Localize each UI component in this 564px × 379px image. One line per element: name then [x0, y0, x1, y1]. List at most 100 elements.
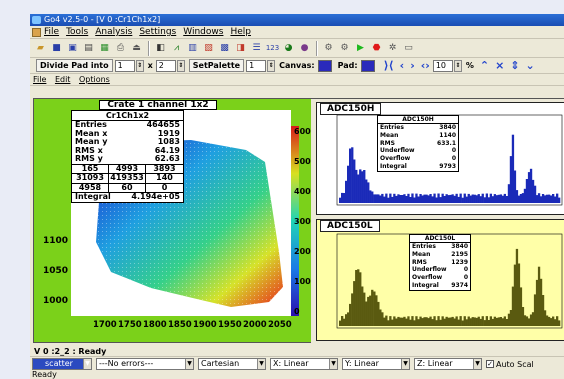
chart-icon[interactable]: ▧ — [204, 42, 213, 53]
coordinate-select[interactable]: Cartesian ▼ — [198, 358, 266, 370]
chevron-down-icon[interactable]: ▼ — [329, 359, 337, 369]
histogram-bin — [483, 320, 487, 326]
chevron-down-icon[interactable]: ▼ — [257, 359, 265, 369]
adc150h-pad[interactable]: ADC150H ADC150H Entries 3840 Mean 1140 RMS… — [316, 102, 564, 215]
stats-key: Mean — [380, 131, 399, 139]
updown-icon[interactable]: ⇕ — [510, 59, 520, 72]
list-icon[interactable]: ☰ — [252, 42, 261, 53]
main-toolbar: ▰ ■ ▣ ▤ ▦ ⎙ ⏏ ◧ ⩘ ▥ ▧ ▩ ◨ ☰ 123 ◕ ● ⚙ ⚙ … — [30, 39, 564, 58]
histogram-bin — [523, 315, 527, 326]
shape-icon[interactable]: ◕ — [284, 42, 293, 53]
histogram-bin — [485, 316, 489, 326]
histogram-bin — [373, 194, 376, 203]
histogram-bin — [383, 196, 386, 203]
histogram-bin — [403, 194, 406, 203]
palette-input[interactable]: 1 — [246, 59, 267, 72]
stats-key: RMS — [412, 258, 427, 266]
setpalette-button[interactable]: SetPalette — [188, 59, 245, 72]
histogram-bin — [339, 197, 342, 203]
menu-help[interactable]: Help — [230, 27, 251, 37]
y-scale-select[interactable]: Y: Linear ▼ — [342, 358, 410, 370]
chevron-down-icon[interactable]: ▼ — [185, 359, 193, 369]
histogram-bin — [411, 316, 414, 326]
dialog-icon[interactable]: ▭ — [404, 42, 413, 53]
hist-icon[interactable]: ◧ — [156, 42, 165, 53]
z-scale-select[interactable]: Z: Linear ▼ — [414, 358, 482, 370]
up-arrow-icon[interactable]: ⌃ — [479, 59, 490, 72]
divide-y-stepper[interactable]: ⇕ — [176, 59, 185, 72]
x-tick-label: 2000 — [243, 320, 267, 330]
pad-menu-file[interactable]: File — [33, 75, 47, 84]
view-canvas[interactable]: Crate 1 channel 1x2 Cr1Ch1x2 Entries 4646… — [33, 98, 564, 344]
divide-pad-button[interactable]: Divide Pad into — [36, 59, 113, 72]
stats-row: Integral 9793 — [378, 163, 458, 171]
save-icon[interactable]: ■ — [52, 42, 61, 53]
stop-icon[interactable]: ⬣ — [372, 42, 381, 53]
error-option-select[interactable]: ---No errors--- ▼ — [96, 358, 194, 370]
stats-value: 3840 — [439, 124, 456, 131]
pad-menu-options[interactable]: Options — [78, 75, 110, 84]
autoscale-checkbox[interactable]: ✓ — [486, 360, 494, 368]
go4-window: Go4 v2.5-0 - [V 0 :Cr1Ch1x2] File Tools … — [30, 14, 564, 379]
divide-x-input[interactable]: 1 — [114, 59, 135, 72]
stats-row: Overflow 0 — [378, 155, 458, 163]
histogram-bin — [367, 182, 370, 203]
menu-file[interactable]: File — [44, 27, 60, 37]
canvas-color-button[interactable] — [317, 59, 332, 72]
histogram-bin — [477, 194, 480, 203]
histogram-bin — [531, 179, 535, 203]
open-folder-icon[interactable]: ▰ — [37, 42, 44, 53]
browser-icon[interactable]: ▦ — [100, 42, 109, 53]
shrink-icon[interactable]: ⟩⟨ — [383, 59, 394, 72]
histogram-bin — [505, 196, 509, 203]
divide-x-stepper[interactable]: ⇕ — [135, 59, 144, 72]
analysis-config-icon[interactable]: ⚙ — [324, 42, 333, 53]
bars-icon[interactable]: ▥ — [188, 42, 197, 53]
zoom-input[interactable]: 10 — [432, 59, 453, 72]
menu-bar: File Tools Analysis Settings Windows Hel… — [30, 26, 564, 39]
chevron-down-icon[interactable]: ▼ — [83, 359, 91, 369]
pad-menu-edit[interactable]: Edit — [54, 75, 71, 84]
divide-y-input[interactable]: 2 — [155, 59, 176, 72]
down-arrow-icon[interactable]: ⌄ — [525, 59, 535, 72]
zoom-stepper[interactable]: ⇕ — [453, 59, 462, 72]
histogram-bin — [481, 316, 484, 326]
histogram-bin — [469, 195, 472, 203]
marker-icon[interactable]: ● — [300, 42, 309, 53]
left-arrow-icon[interactable]: ‹ — [399, 59, 405, 72]
pad-color-button[interactable] — [360, 59, 375, 72]
menu-windows[interactable]: Windows — [183, 27, 224, 37]
menu-tools[interactable]: Tools — [66, 27, 89, 37]
collapse-icon[interactable]: ⨯ — [495, 59, 505, 72]
histogram-bin — [489, 316, 493, 326]
table-icon[interactable]: ▩ — [220, 42, 229, 53]
save-as-icon[interactable]: ▣ — [68, 42, 77, 53]
palette-stepper[interactable]: ⇕ — [267, 59, 276, 72]
histogram-bin — [423, 317, 426, 326]
chevron-down-icon[interactable]: ▼ — [401, 359, 409, 369]
histogram-bin — [393, 193, 396, 203]
expand-icon[interactable]: ‹› — [420, 59, 430, 72]
menu-settings[interactable]: Settings — [139, 27, 177, 37]
right-arrow-icon[interactable]: › — [410, 59, 415, 72]
start-icon[interactable]: ▶ — [357, 42, 364, 53]
close-icon[interactable]: ▤ — [84, 42, 93, 53]
analysis-window-icon[interactable]: ⚙ — [340, 42, 349, 53]
x-scale-select[interactable]: X: Linear ▼ — [270, 358, 338, 370]
menu-analysis[interactable]: Analysis — [95, 27, 133, 37]
histogram-bin — [533, 185, 537, 203]
tools-icon[interactable]: ✲ — [388, 42, 397, 53]
draw-option-value: scatter — [45, 359, 73, 368]
numbers-icon[interactable]: 123 — [265, 43, 280, 52]
histogram-bin — [556, 193, 559, 203]
histogram-bin — [525, 179, 529, 203]
graph-icon[interactable]: ⩘ — [173, 42, 180, 53]
chevron-down-icon[interactable]: ▼ — [473, 359, 481, 369]
draw-option-select[interactable]: scatter ▼ — [32, 358, 92, 370]
scatter-pad[interactable]: Crate 1 channel 1x2 Cr1Ch1x2 Entries 4646… — [41, 100, 311, 334]
exit-icon[interactable]: ⏏ — [132, 42, 141, 53]
adc150l-pad[interactable]: ADC150L ADC150L Entries 3840 Mean 2195 RMS… — [316, 219, 564, 341]
fit-icon[interactable]: ◨ — [236, 42, 245, 53]
histogram-bin — [539, 278, 543, 326]
print-icon[interactable]: ⎙ — [116, 42, 125, 53]
